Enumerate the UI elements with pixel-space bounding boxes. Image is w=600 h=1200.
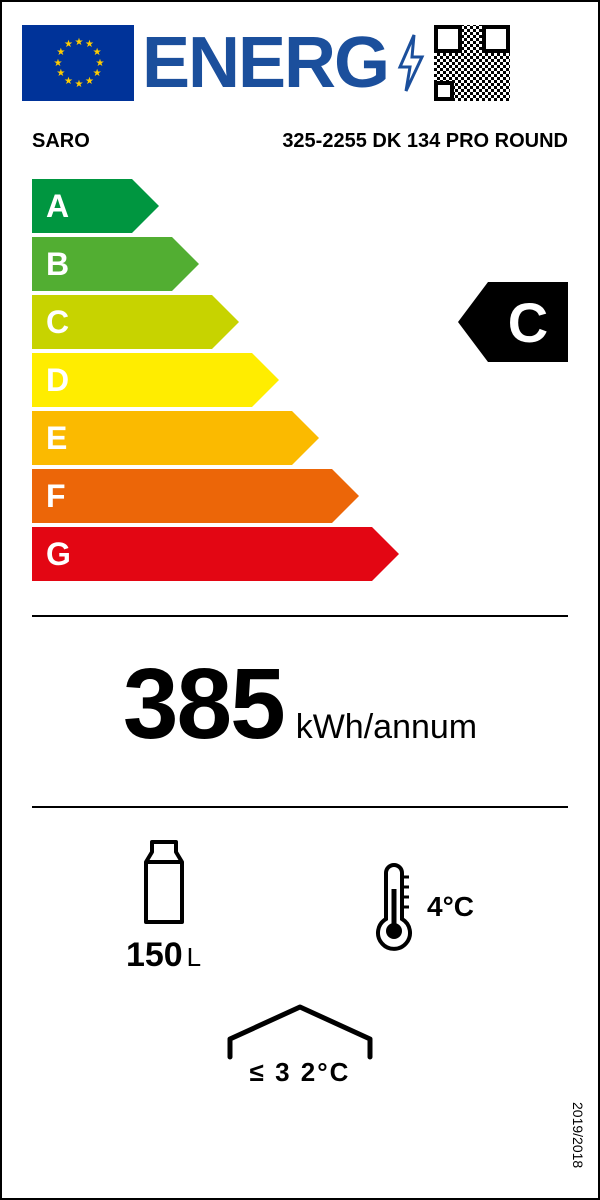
scale-arrow-a: A <box>32 179 568 233</box>
rating-letter: C <box>488 282 568 362</box>
consumption-row: 385 kWh/annum <box>2 617 598 786</box>
volume-value-row: 150L <box>126 936 201 975</box>
regulation-label: 2019/2018 <box>570 1102 586 1168</box>
thermometer-icon <box>369 857 419 957</box>
scale-arrow-g: G <box>32 527 568 581</box>
brand-label: SARO <box>32 130 90 153</box>
climate-text: ≤ 3 2°C <box>250 1057 351 1088</box>
climate-section: ≤ 3 2°C <box>2 985 598 1108</box>
bottle-icon <box>134 838 194 928</box>
product-info-row: SARO 325-2255 DK 134 PRO ROUND <box>2 114 598 161</box>
volume-spec: 150L <box>126 838 201 975</box>
lightning-bolt-icon <box>396 33 426 93</box>
scale-letter: D <box>32 353 252 407</box>
header-row: ★★★★★★★★★★★★ ENERG <box>2 2 598 114</box>
house-icon <box>220 1001 380 1061</box>
rating-marker: C <box>458 282 568 362</box>
scale-arrow-e: E <box>32 411 568 465</box>
scale-letter: F <box>32 469 332 523</box>
scale-letter: A <box>32 179 132 233</box>
scale-letter: B <box>32 237 172 291</box>
scale-letter: C <box>32 295 212 349</box>
scale-letter: E <box>32 411 292 465</box>
model-label: 325-2255 DK 134 PRO ROUND <box>282 130 568 153</box>
qr-code-icon <box>434 25 510 101</box>
scale-arrow-f: F <box>32 469 568 523</box>
energy-scale: ABCDEFGC <box>2 161 598 595</box>
volume-value: 150 <box>126 936 183 974</box>
scale-letter: G <box>32 527 372 581</box>
specs-row: 150L 4°C <box>2 808 598 985</box>
temperature-spec: 4°C <box>369 857 474 957</box>
volume-unit: L <box>187 942 201 972</box>
energy-title: ENERG <box>142 22 388 104</box>
consumption-unit: kWh/annum <box>296 708 477 747</box>
eu-flag-icon: ★★★★★★★★★★★★ <box>22 25 134 101</box>
consumption-value: 385 <box>123 647 284 762</box>
temperature-value: 4°C <box>427 891 474 923</box>
